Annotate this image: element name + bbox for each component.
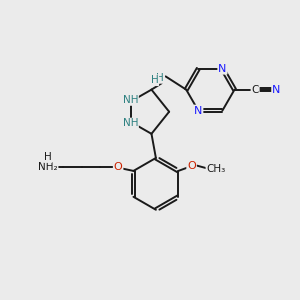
Text: NH₂: NH₂ (38, 162, 58, 172)
Text: O: O (187, 160, 196, 171)
Text: N: N (218, 64, 226, 74)
Text: H: H (156, 73, 164, 83)
Text: NH: NH (122, 95, 138, 105)
Text: H: H (151, 75, 158, 85)
Text: N: N (194, 106, 202, 116)
Text: H: H (44, 152, 52, 162)
Text: CH₃: CH₃ (206, 164, 226, 173)
Text: C: C (251, 85, 259, 94)
Text: N: N (272, 85, 281, 94)
Text: NH: NH (122, 118, 138, 128)
Text: O: O (114, 162, 122, 172)
